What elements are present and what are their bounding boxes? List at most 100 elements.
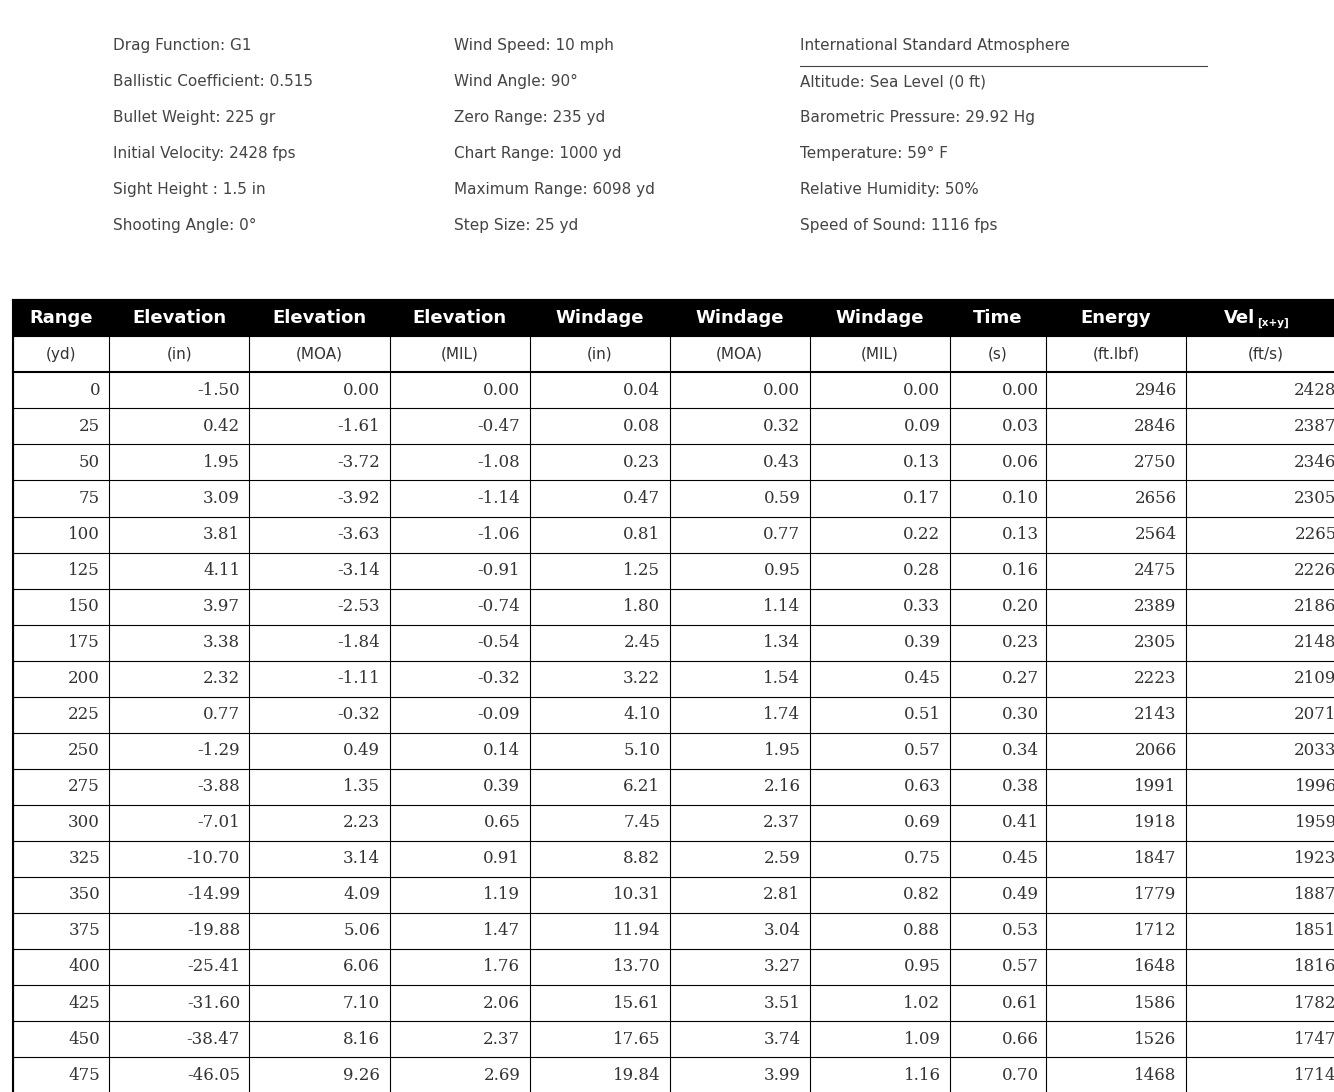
- Text: 0.22: 0.22: [903, 526, 940, 543]
- Text: (s): (s): [988, 347, 1007, 361]
- Text: 1.02: 1.02: [903, 995, 940, 1011]
- Text: 0.49: 0.49: [1002, 887, 1039, 903]
- Text: 1887: 1887: [1294, 887, 1334, 903]
- Text: 1996: 1996: [1294, 779, 1334, 795]
- Text: -0.32: -0.32: [478, 670, 520, 687]
- Text: 75: 75: [79, 490, 100, 507]
- Text: 0.00: 0.00: [343, 382, 380, 399]
- Text: 1714: 1714: [1294, 1067, 1334, 1083]
- Text: -46.05: -46.05: [187, 1067, 240, 1083]
- Text: -1.50: -1.50: [197, 382, 240, 399]
- Text: Elevation: Elevation: [132, 309, 227, 328]
- Text: -0.74: -0.74: [478, 598, 520, 615]
- Text: 3.38: 3.38: [203, 634, 240, 651]
- Text: 0: 0: [89, 382, 100, 399]
- Text: Bullet Weight: 225 gr: Bullet Weight: 225 gr: [113, 110, 276, 126]
- Text: Wind Speed: 10 mph: Wind Speed: 10 mph: [454, 38, 614, 54]
- Text: 0.43: 0.43: [763, 454, 800, 471]
- Text: 0.75: 0.75: [903, 851, 940, 867]
- Text: 400: 400: [68, 959, 100, 975]
- Text: Ballistic Coefficient: 0.515: Ballistic Coefficient: 0.515: [113, 74, 313, 90]
- Text: (MOA): (MOA): [296, 347, 343, 361]
- Text: -25.41: -25.41: [187, 959, 240, 975]
- Text: 4.11: 4.11: [203, 562, 240, 579]
- Text: 2.69: 2.69: [483, 1067, 520, 1083]
- Text: 3.97: 3.97: [203, 598, 240, 615]
- Text: 1648: 1648: [1134, 959, 1177, 975]
- Text: 2946: 2946: [1134, 382, 1177, 399]
- Text: 2148: 2148: [1294, 634, 1334, 651]
- Text: 425: 425: [68, 995, 100, 1011]
- Text: 3.27: 3.27: [763, 959, 800, 975]
- Text: -0.47: -0.47: [478, 418, 520, 435]
- Text: International Standard Atmosphere: International Standard Atmosphere: [800, 38, 1070, 54]
- Text: -0.91: -0.91: [478, 562, 520, 579]
- Text: 25: 25: [79, 418, 100, 435]
- Text: -1.61: -1.61: [338, 418, 380, 435]
- Text: 0.57: 0.57: [1002, 959, 1039, 975]
- Text: 0.20: 0.20: [1002, 598, 1039, 615]
- Text: 0.49: 0.49: [343, 743, 380, 759]
- Text: 0.66: 0.66: [1002, 1031, 1039, 1047]
- Text: (MIL): (MIL): [440, 347, 479, 361]
- Text: 6.21: 6.21: [623, 779, 660, 795]
- Text: 19.84: 19.84: [612, 1067, 660, 1083]
- Text: 1468: 1468: [1134, 1067, 1177, 1083]
- Text: 0.70: 0.70: [1002, 1067, 1039, 1083]
- Text: Elevation: Elevation: [272, 309, 367, 328]
- Text: 2071: 2071: [1294, 707, 1334, 723]
- Text: 325: 325: [68, 851, 100, 867]
- Text: Step Size: 25 yd: Step Size: 25 yd: [454, 218, 578, 234]
- Text: [x+y]: [x+y]: [1257, 318, 1289, 328]
- Text: -31.60: -31.60: [187, 995, 240, 1011]
- Text: 125: 125: [68, 562, 100, 579]
- Text: 2750: 2750: [1134, 454, 1177, 471]
- Text: 1.95: 1.95: [203, 454, 240, 471]
- Text: 0.95: 0.95: [763, 562, 800, 579]
- Text: 8.82: 8.82: [623, 851, 660, 867]
- Text: Sight Height : 1.5 in: Sight Height : 1.5 in: [113, 182, 265, 198]
- Text: -10.70: -10.70: [187, 851, 240, 867]
- Text: (yd): (yd): [47, 347, 76, 361]
- Text: 0.88: 0.88: [903, 923, 940, 939]
- Text: 0.28: 0.28: [903, 562, 940, 579]
- Text: 0.14: 0.14: [483, 743, 520, 759]
- Text: 3.04: 3.04: [763, 923, 800, 939]
- Text: 2.37: 2.37: [483, 1031, 520, 1047]
- Text: 2305: 2305: [1134, 634, 1177, 651]
- Text: 1816: 1816: [1294, 959, 1334, 975]
- Text: Altitude: Sea Level (0 ft): Altitude: Sea Level (0 ft): [800, 74, 986, 90]
- Text: 1.74: 1.74: [763, 707, 800, 723]
- Text: -7.01: -7.01: [197, 815, 240, 831]
- Text: 0.34: 0.34: [1002, 743, 1039, 759]
- Text: 0.30: 0.30: [1002, 707, 1039, 723]
- Text: -0.32: -0.32: [338, 707, 380, 723]
- Text: 0.23: 0.23: [623, 454, 660, 471]
- Text: -1.29: -1.29: [197, 743, 240, 759]
- Text: 7.10: 7.10: [343, 995, 380, 1011]
- Text: 11.94: 11.94: [612, 923, 660, 939]
- Text: (in): (in): [587, 347, 612, 361]
- Text: 1851: 1851: [1294, 923, 1334, 939]
- Text: 2.06: 2.06: [483, 995, 520, 1011]
- Text: 0.17: 0.17: [903, 490, 940, 507]
- Text: Barometric Pressure: 29.92 Hg: Barometric Pressure: 29.92 Hg: [800, 110, 1035, 126]
- Text: 375: 375: [68, 923, 100, 939]
- Text: 2186: 2186: [1294, 598, 1334, 615]
- Text: 2223: 2223: [1134, 670, 1177, 687]
- Text: 0.63: 0.63: [903, 779, 940, 795]
- Text: 0.42: 0.42: [203, 418, 240, 435]
- Text: 1.34: 1.34: [763, 634, 800, 651]
- Text: 3.99: 3.99: [763, 1067, 800, 1083]
- Text: (MOA): (MOA): [716, 347, 763, 361]
- Text: Windage: Windage: [835, 309, 924, 328]
- Text: 0.32: 0.32: [763, 418, 800, 435]
- Text: 13.70: 13.70: [612, 959, 660, 975]
- Text: 0.03: 0.03: [1002, 418, 1039, 435]
- Text: Temperature: 59° F: Temperature: 59° F: [800, 146, 948, 162]
- Text: -1.06: -1.06: [478, 526, 520, 543]
- Text: 3.74: 3.74: [763, 1031, 800, 1047]
- Text: Relative Humidity: 50%: Relative Humidity: 50%: [800, 182, 979, 198]
- Text: Shooting Angle: 0°: Shooting Angle: 0°: [113, 218, 257, 234]
- Text: 0.00: 0.00: [1002, 382, 1039, 399]
